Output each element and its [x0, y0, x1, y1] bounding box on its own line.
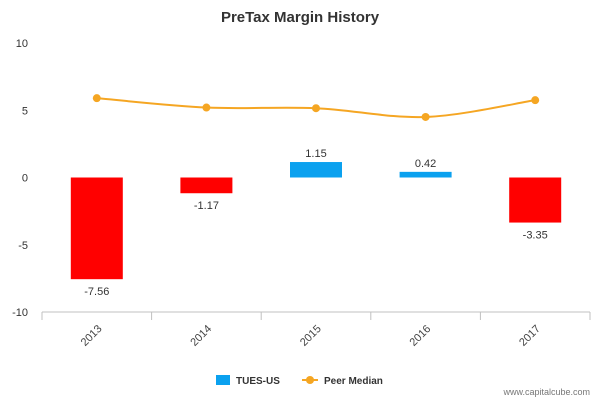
bar-series: [70, 162, 562, 280]
chart-title: PreTax Margin History: [221, 9, 380, 26]
bar-2017: [509, 177, 562, 223]
legend-swatch-tues: [216, 375, 230, 385]
bar-2015: [290, 162, 342, 178]
x-axis: 2013 2014 2015 2016 2017: [41, 311, 591, 349]
bar-label-2015: 1.15: [305, 148, 326, 160]
x-tick-label-2014: 2014: [188, 323, 214, 349]
legend-label-tues: TUES-US: [236, 376, 280, 387]
bar-label-2017: -3.35: [523, 230, 548, 242]
peer-median-point-2015: [312, 104, 320, 113]
y-axis: 10 5 0 -5 -10: [12, 38, 28, 319]
bar-2014: [180, 177, 233, 194]
legend: TUES-US Peer Median: [216, 375, 383, 387]
bar-label-2014: -1.17: [194, 200, 219, 212]
peer-median-point-2016: [421, 112, 430, 121]
bar-2013: [70, 177, 123, 280]
y-tick-label-4: -10: [12, 307, 28, 319]
peer-median-point-2013: [92, 94, 101, 103]
y-tick-label-3: -5: [18, 240, 28, 252]
x-tick-label-2016: 2016: [408, 323, 434, 349]
y-tick-label-2: 0: [22, 173, 28, 185]
credit-text: www.capitalcube.com: [502, 387, 590, 397]
bar-2016: [399, 171, 452, 178]
line-series: [92, 94, 540, 121]
bar-label-2013: -7.56: [84, 286, 109, 298]
bar-data-labels: -7.56 -1.17 1.15 0.42 -3.35: [84, 148, 547, 298]
x-tick-label-2015: 2015: [298, 323, 324, 349]
legend-swatch-peer-dot: [306, 376, 314, 384]
y-tick-label-0: 10: [16, 38, 28, 50]
x-tick-label-2013: 2013: [79, 323, 105, 349]
bar-label-2016: 0.42: [415, 158, 436, 170]
legend-label-peer: Peer Median: [324, 376, 383, 387]
x-tick-label-2017: 2017: [517, 323, 543, 349]
peer-median-point-2014: [202, 103, 211, 112]
y-tick-label-1: 5: [22, 105, 28, 117]
peer-median-point-2017: [531, 96, 540, 105]
